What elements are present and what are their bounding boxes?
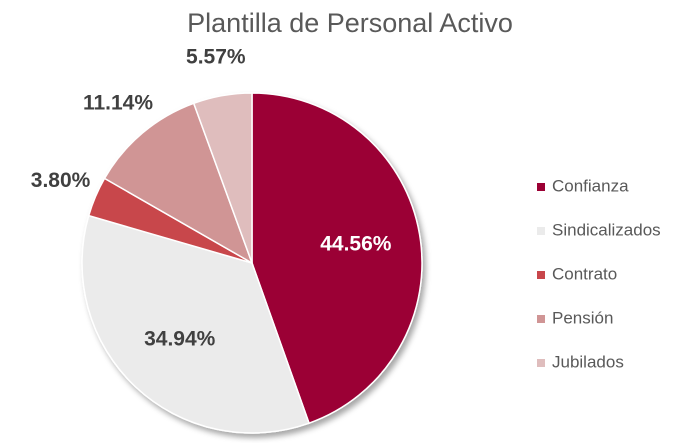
legend-label: Contrato [552,264,617,283]
pie [81,92,423,434]
legend-label: Sindicalizados [552,220,661,239]
legend-label: Pensión [552,308,613,327]
legend-label: Confianza [552,176,629,195]
pie-slice [103,102,254,265]
legend-swatch [537,183,545,191]
data-label: 11.14% [83,91,153,114]
legend-label: Jubilados [552,352,624,371]
legend-swatch [537,227,545,235]
data-label: 34.94% [144,327,216,350]
data-label: 5.57% [186,46,246,69]
pie-slice [251,92,423,425]
chart-title: Plantilla de Personal Activo [187,8,513,38]
data-label: 44.56% [320,233,392,256]
legend-swatch [537,315,545,323]
data-label: 3.80% [31,169,91,192]
pie-slice [192,92,253,264]
legend-swatch [537,359,545,367]
pie-slice [81,214,310,434]
legend-swatch [537,271,545,279]
